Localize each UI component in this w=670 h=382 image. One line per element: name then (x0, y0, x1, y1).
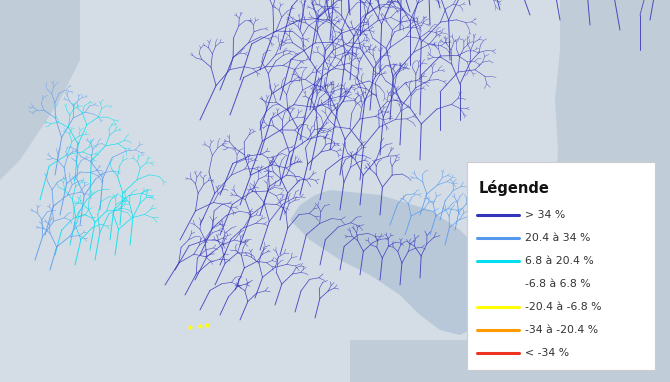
Text: Légende: Légende (479, 180, 550, 196)
FancyBboxPatch shape (467, 162, 655, 370)
Text: 6.8 à 20.4 %: 6.8 à 20.4 % (525, 256, 594, 266)
Polygon shape (350, 340, 670, 382)
Text: > 34 %: > 34 % (525, 210, 565, 220)
Polygon shape (290, 190, 500, 335)
Text: -20.4 à -6.8 %: -20.4 à -6.8 % (525, 302, 602, 312)
Text: < -34 %: < -34 % (525, 348, 569, 358)
Polygon shape (530, 0, 670, 382)
Polygon shape (0, 0, 80, 180)
Text: 20.4 à 34 %: 20.4 à 34 % (525, 233, 590, 243)
Text: -34 à -20.4 %: -34 à -20.4 % (525, 325, 598, 335)
Text: -6.8 à 6.8 %: -6.8 à 6.8 % (525, 279, 591, 289)
